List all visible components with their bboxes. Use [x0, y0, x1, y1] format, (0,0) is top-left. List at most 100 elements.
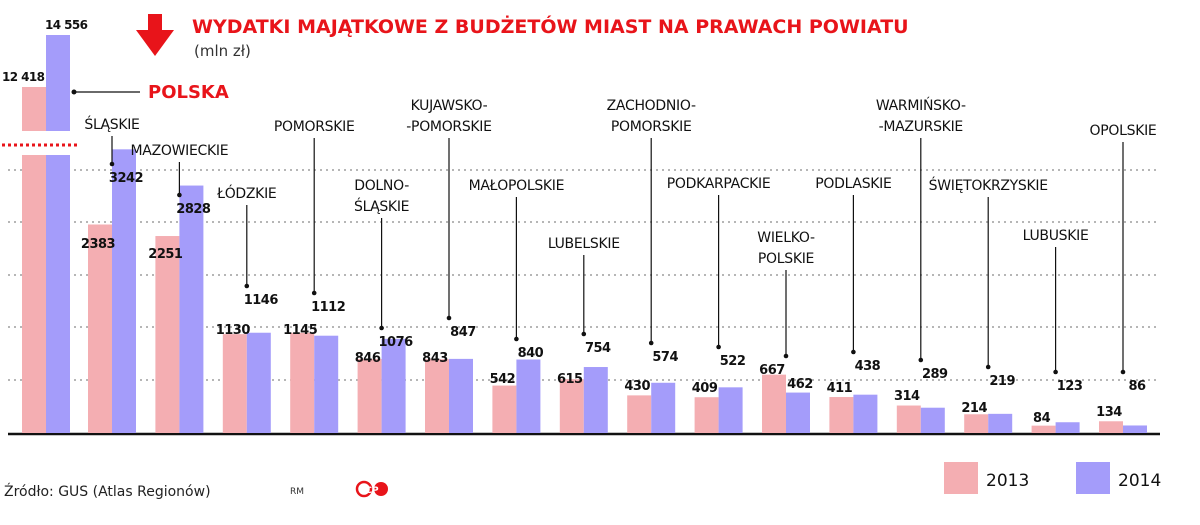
value-label-opolskie-2013: 134	[1096, 405, 1122, 420]
value-label-podkarpackie-2014: 522	[720, 354, 746, 369]
bar-total-2014-bottom	[46, 155, 70, 433]
leader-dot-opolskie	[1120, 369, 1126, 375]
chart-title: WYDATKI MAJĄTKOWE Z BUDŻETÓW MIAST NA PR…	[192, 14, 909, 38]
category-label-warmińsko-mazurskie-line-1: WARMIŃSKO-	[876, 96, 966, 114]
bar-lubuskie-2013	[1031, 425, 1056, 433]
bar-mazowieckie-2013	[155, 236, 180, 433]
category-label-świętokrzyskie: ŚWIĘTOKRZYSKIE	[929, 176, 1048, 194]
leader-dot-warmińsko-mazurskie	[918, 357, 924, 363]
bar-kujawsko-pomorskie-2013	[425, 359, 449, 433]
author-initials: RM	[290, 487, 304, 497]
category-label-opolskie: OPOLSKIE	[1090, 123, 1157, 139]
bar-łódzkie-2013	[222, 334, 247, 433]
bar-kujawsko-pomorskie-2014	[449, 358, 473, 433]
value-label-łódzkie-2013: 1130	[216, 323, 251, 338]
value-label-total-2013: 12 418	[2, 70, 45, 84]
value-label-wielkopolskie-2013: 667	[759, 363, 785, 378]
bar-podkarpackie-2014	[718, 387, 743, 433]
value-label-dolnośląskie-2014: 1076	[379, 335, 414, 350]
category-label-wielkopolskie-line-2: POLSKIE	[758, 251, 814, 267]
bar-warmińsko-mazurskie-2014	[920, 407, 945, 433]
leader-dot-zachodniopomorskie	[648, 340, 654, 346]
bar-świętokrzyskie-2013	[964, 414, 989, 433]
category-label-podkarpackie: PODKARPACKIE	[667, 176, 771, 192]
value-label-małopolskie-2014: 840	[518, 346, 544, 361]
bar-opolskie-2013	[1099, 421, 1123, 433]
category-label-dolnośląskie-line-1: DOLNO-	[354, 178, 409, 194]
bar-pomorskie-2014	[314, 335, 339, 433]
bar-lubuskie-2014	[1055, 422, 1080, 433]
value-label-zachodniopomorskie-2013: 430	[624, 379, 650, 394]
category-label-dolnośląskie-line-2: ŚLĄSKIE	[354, 197, 409, 215]
down-arrow-icon	[136, 14, 174, 56]
source-note: Źródło: GUS (Atlas Regionów)	[4, 482, 211, 500]
value-label-mazowieckie-2014: 2828	[176, 202, 211, 217]
bar-zachodniopomorskie-2014	[651, 382, 676, 433]
value-label-lubelskie-2014: 754	[585, 341, 611, 356]
value-label-mazowieckie-2013: 2251	[148, 247, 183, 262]
category-label-mazowieckie: MAZOWIECKIE	[131, 143, 229, 159]
bar-podkarpackie-2013	[694, 397, 719, 433]
value-label-lubelskie-2013: 615	[557, 372, 583, 387]
publisher-logo-text: CP	[365, 486, 379, 496]
value-label-opolskie-2014: 86	[1128, 379, 1146, 394]
category-label-warmińsko-mazurskie-line-2: -MAZURSKIE	[879, 119, 963, 135]
bar-opolskie-2014	[1123, 425, 1147, 433]
category-label-śląskie: ŚLĄSKIE	[84, 115, 139, 133]
bar-śląskie-2013	[88, 224, 112, 433]
bar-wielkopolskie-2014	[786, 392, 810, 433]
value-label-podlaskie-2014: 438	[855, 359, 881, 374]
header: WYDATKI MAJĄTKOWE Z BUDŻETÓW MIAST NA PR…	[136, 14, 909, 60]
value-label-dolnośląskie-2013: 846	[355, 351, 381, 366]
leader-dot-podlaskie	[851, 349, 856, 355]
chart-subtitle: (mln zł)	[194, 42, 251, 60]
bar-podlaskie-2014	[853, 394, 878, 433]
category-label-zachodniopomorskie-line-2: POMORSKIE	[611, 119, 692, 135]
leader-dot-kujawsko-pomorskie	[446, 315, 452, 321]
value-label-podkarpackie-2013: 409	[692, 381, 718, 396]
bar-warmińsko-mazurskie-2013	[896, 405, 921, 433]
category-label-wielkopolskie-line-1: WIELKO-	[757, 230, 815, 246]
value-label-podlaskie-2013: 411	[827, 381, 853, 396]
value-label-total-2014: 14 556	[45, 18, 88, 32]
legend-label-2014: 2014	[1118, 471, 1161, 491]
value-label-lubuskie-2013: 84	[1033, 411, 1051, 426]
leader-dot-dolnośląskie	[379, 325, 384, 331]
bar-total-2013-bottom	[22, 155, 46, 433]
bar-świętokrzyskie-2014	[988, 413, 1013, 433]
value-label-śląskie-2013: 2383	[81, 237, 116, 252]
value-label-świętokrzyskie-2013: 214	[961, 401, 987, 416]
leader-dot-lubuskie	[1053, 369, 1058, 375]
leader-dot-lubelskie	[581, 331, 587, 337]
bar-śląskie-2014	[112, 149, 136, 433]
leader-dot-łódzkie	[244, 283, 250, 289]
bar-mazowieckie-2014	[179, 185, 204, 433]
category-label-kujawsko-pomorskie-line-2: -POMORSKIE	[406, 119, 491, 135]
category-label-łódzkie: ŁÓDZKIE	[216, 184, 276, 202]
legend-swatch-2013	[944, 462, 978, 494]
value-label-łódzkie-2014: 1146	[244, 293, 279, 308]
value-label-małopolskie-2013: 542	[490, 372, 516, 387]
value-label-pomorskie-2014: 1112	[311, 300, 345, 315]
value-label-świętokrzyskie-2014: 219	[989, 374, 1015, 389]
value-label-pomorskie-2013: 1145	[283, 323, 318, 338]
bar-dolnośląskie-2014	[381, 338, 406, 433]
leader-dot-małopolskie	[514, 336, 519, 342]
bar-dolnośląskie-2013	[357, 358, 382, 433]
bar-lubelskie-2013	[559, 379, 584, 433]
value-label-zachodniopomorskie-2014: 574	[652, 350, 678, 365]
category-label-podlaskie: PODLASKIE	[815, 176, 891, 192]
leader-dot-podkarpackie	[716, 344, 721, 350]
bar-wielkopolskie-2013	[762, 374, 786, 433]
value-label-lubuskie-2014: 123	[1057, 379, 1083, 394]
bar-total-2013-top	[22, 87, 46, 131]
value-label-kujawsko-pomorskie-2013: 843	[422, 351, 448, 366]
bar-łódzkie-2014	[246, 332, 271, 433]
bar-małopolskie-2014	[516, 359, 541, 433]
legend: 2013 2014	[944, 462, 1161, 494]
footer: Źródło: GUS (Atlas Regionów) RM CP	[4, 480, 388, 500]
bar-lubelskie-2014	[583, 367, 608, 433]
value-label-śląskie-2014: 3242	[109, 171, 143, 186]
bars	[22, 35, 1147, 433]
